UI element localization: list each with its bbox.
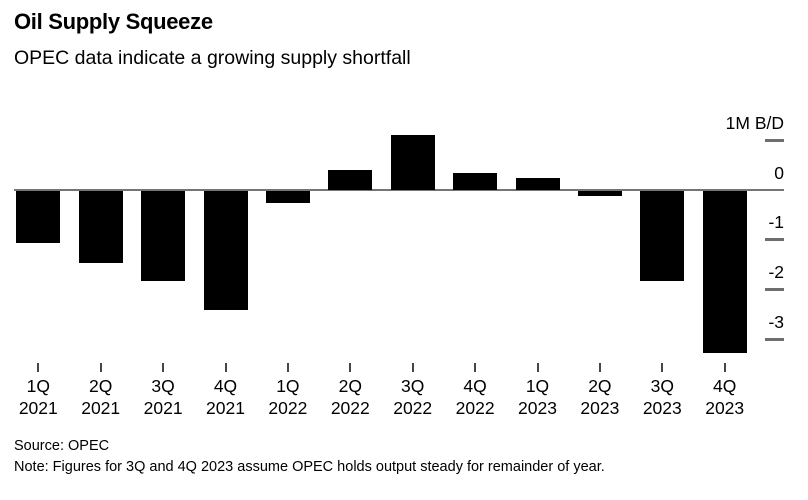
x-tick-4q-2021: [224, 363, 227, 372]
x-label-quarter-3q-2021: 3Q: [151, 376, 175, 396]
x-tick-2q-2022: [349, 363, 352, 372]
x-label-year-3q-2022: 2022: [393, 398, 433, 418]
y-tick-label--3: -3: [768, 311, 784, 332]
x-label-quarter-3q-2023: 3Q: [650, 376, 674, 396]
y-tick-1: [765, 138, 784, 142]
bar-4q-2022: [453, 172, 498, 190]
bar-1q-2021: [16, 191, 61, 244]
x-tick-2q-2023: [598, 363, 601, 372]
zero-baseline: [14, 189, 784, 191]
x-label-year-3q-2023: 2023: [642, 398, 682, 418]
y-tick-label--2: -2: [768, 262, 784, 282]
bar-2q-2022: [328, 170, 373, 190]
x-label-quarter-4q-2021: 4Q: [213, 376, 238, 396]
y-tick--1: [765, 238, 784, 242]
x-label-year-4q-2022: 2022: [455, 398, 495, 418]
x-tick-1q-2021: [37, 363, 40, 372]
x-label-year-1q-2023: 2023: [518, 398, 557, 418]
bar-2q-2023: [577, 191, 622, 196]
x-label-year-1q-2022: 2022: [268, 398, 308, 418]
note-text: Note: Figures for 3Q and 4Q 2023 assume …: [14, 459, 605, 475]
x-label-year-3q-2021: 2021: [143, 398, 183, 418]
x-label-year-4q-2021: 2021: [206, 398, 245, 418]
y-tick-label--1: -1: [768, 212, 784, 233]
chart-subtitle: OPEC data indicate a growing supply shor…: [14, 47, 411, 69]
x-label-year-2q-2021: 2021: [81, 398, 121, 418]
x-label-year-2q-2022: 2022: [330, 398, 370, 418]
x-label-quarter-3q-2022: 3Q: [401, 376, 425, 396]
y-tick--2: [765, 288, 784, 291]
x-label-year-2q-2023: 2023: [580, 398, 620, 418]
bar-4q-2023: [702, 191, 747, 353]
x-label-year-4q-2023: 2023: [705, 398, 745, 418]
x-tick-4q-2023: [723, 363, 726, 372]
bar-3q-2022: [390, 135, 435, 190]
x-label-quarter-4q-2023: 4Q: [713, 376, 737, 396]
x-tick-4q-2022: [474, 363, 477, 372]
bar-2q-2021: [78, 191, 123, 264]
bar-3q-2021: [141, 191, 186, 281]
x-tick-3q-2022: [411, 363, 414, 372]
y-tick-label-0: 0: [774, 162, 784, 183]
x-label-year-1q-2021: 2021: [18, 398, 58, 418]
bar-3q-2023: [640, 191, 685, 281]
bar-4q-2021: [203, 191, 248, 311]
bar-1q-2022: [265, 191, 310, 204]
x-tick-1q-2022: [286, 363, 289, 372]
x-tick-3q-2021: [162, 363, 165, 372]
x-tick-2q-2021: [99, 363, 102, 372]
chart-title: Oil Supply Squeeze: [14, 9, 213, 34]
x-label-quarter-2q-2023: 2Q: [588, 376, 612, 396]
x-label-quarter-2q-2022: 2Q: [338, 376, 362, 396]
bar-1q-2023: [515, 177, 560, 190]
y-tick--3: [765, 337, 784, 341]
x-label-quarter-1q-2021: 1Q: [26, 376, 50, 396]
x-tick-3q-2023: [661, 363, 664, 372]
x-label-quarter-2q-2021: 2Q: [89, 376, 113, 396]
y-axis-unit-label: 1M B/D: [725, 112, 784, 133]
x-label-quarter-4q-2022: 4Q: [463, 376, 487, 396]
x-tick-1q-2023: [536, 363, 539, 372]
x-label-quarter-1q-2022: 1Q: [276, 376, 300, 396]
source-text: Source: OPEC: [14, 438, 110, 454]
x-label-quarter-1q-2023: 1Q: [525, 376, 550, 396]
